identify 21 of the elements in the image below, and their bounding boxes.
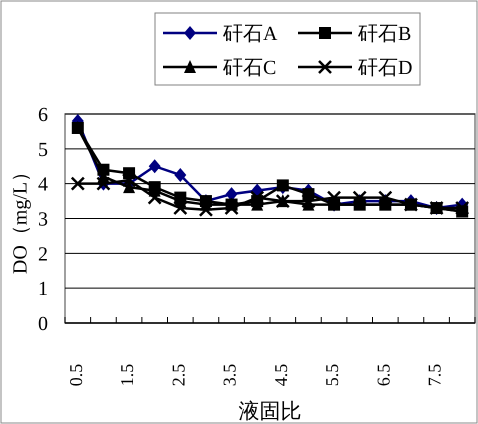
y-tick-label: 2 [38, 243, 48, 266]
legend-label: 矸石A [222, 23, 278, 45]
y-tick-label: 5 [38, 138, 48, 161]
y-tick-label: 3 [38, 208, 48, 230]
x-tick-label: 7.5 [424, 364, 445, 386]
x-tick-label: 4.5 [270, 364, 291, 386]
x-tick-label: 6.5 [373, 364, 394, 386]
x-tick-label: 1.5 [117, 364, 138, 386]
y-tick-label: 0 [38, 313, 48, 335]
x-axis-title: 液固比 [238, 399, 302, 423]
x-tick-label: 5.5 [322, 364, 342, 386]
y-tick-label: 1 [38, 278, 48, 300]
legend-label: 矸石D [357, 57, 412, 79]
legend-label: 矸石C [222, 57, 276, 79]
x-tick-label: 0.5 [66, 364, 86, 386]
y-tick-label: 6 [38, 104, 48, 126]
legend-label: 矸石B [357, 23, 412, 45]
x-tick-label: 2.5 [168, 364, 188, 386]
y-axis-title: DO（mg/L） [10, 162, 32, 274]
y-tick-label: 4 [38, 174, 48, 196]
x-tick-label: 3.5 [220, 364, 240, 386]
